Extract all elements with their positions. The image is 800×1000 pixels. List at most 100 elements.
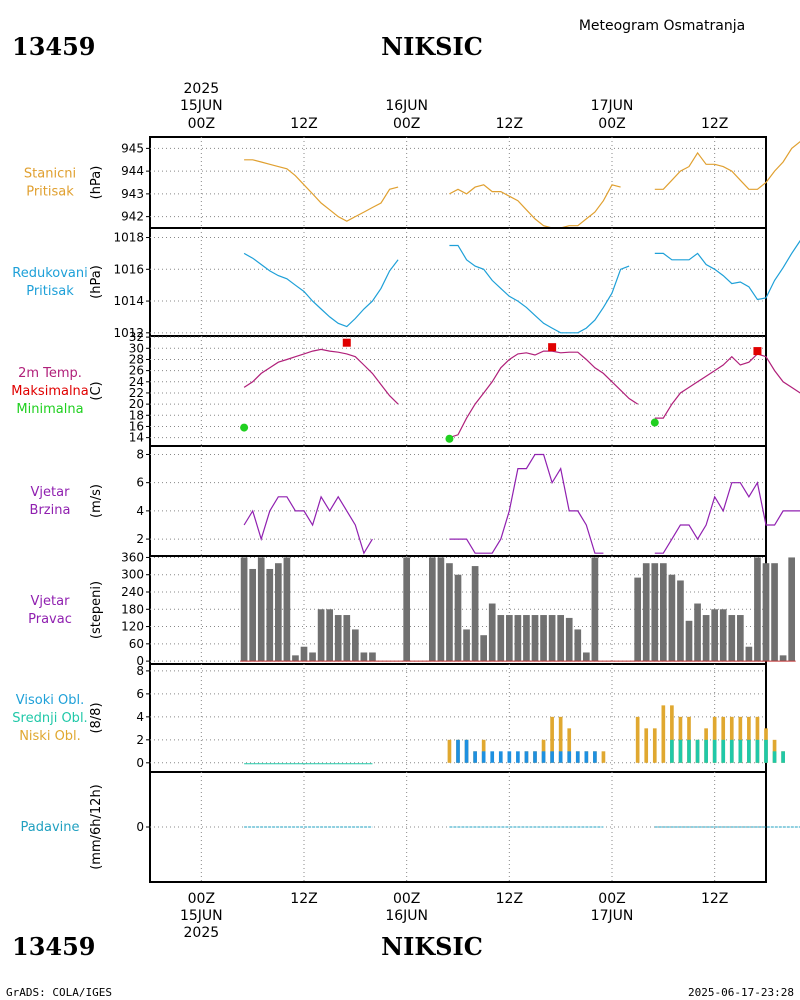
series-bar — [541, 751, 546, 763]
series-line — [654, 481, 800, 554]
series-bar — [505, 615, 513, 662]
y-tick-label: 360 — [121, 550, 144, 564]
station-id-top: 13459 — [12, 32, 96, 61]
min-temp-marker — [240, 423, 249, 432]
series-line — [449, 244, 630, 334]
series-bar — [591, 557, 599, 662]
panel-frame — [149, 227, 767, 337]
series-bar — [772, 751, 777, 763]
series-bar — [755, 739, 760, 763]
series-bar — [719, 609, 727, 662]
panel-label: Vjetar — [31, 594, 71, 609]
y-tick-label: 24 — [129, 375, 144, 389]
top-hour-label: 00Z — [188, 116, 215, 132]
series-bar — [771, 563, 778, 662]
series-bar — [498, 751, 503, 763]
series-bar — [567, 728, 572, 763]
panel-precipitation: 0 (mm/6h/12h) Padavine — [21, 771, 800, 883]
y-tick-label: 26 — [129, 364, 144, 378]
footer-timestamp: 2025-06-17-23:28 — [688, 986, 794, 999]
series-bar — [464, 739, 469, 763]
series-bar — [659, 563, 667, 662]
panel-label: Maksimalna — [11, 384, 89, 399]
series-bar — [762, 563, 770, 662]
series-bar — [523, 615, 530, 662]
series-bar — [481, 751, 486, 763]
station-name-bottom: NIKSIC — [381, 932, 483, 961]
panel-station_pressure: 942 943 944 945 (hPa) Stanicni Pritisak — [24, 136, 800, 229]
unit-label: (stepeni) — [89, 581, 104, 639]
series-bar — [516, 751, 520, 763]
series-bar — [309, 652, 316, 662]
series-bar — [745, 646, 753, 662]
bottom-hour-label: 00Z — [393, 891, 420, 907]
series-bar — [721, 739, 726, 763]
series-bar — [490, 751, 495, 763]
y-tick-label: 30 — [129, 341, 144, 355]
panel-label: Niski Obl. — [19, 729, 81, 744]
y-tick-label: 0 — [136, 654, 144, 668]
series-bar — [480, 635, 488, 662]
series-bar — [351, 629, 359, 662]
series-bar — [541, 739, 546, 763]
series-bar — [540, 615, 547, 662]
panel-wind_speed: 2 4 6 8 (m/s) Vjetar Brzina — [30, 445, 800, 557]
chart-title: Meteogram Osmatranja — [579, 18, 745, 34]
station-name-top: NIKSIC — [381, 32, 483, 61]
bottom-hour-label: 12Z — [496, 891, 523, 907]
series-bar — [360, 652, 368, 662]
panel-label: Visoki Obl. — [16, 693, 84, 708]
series-bar — [652, 728, 657, 763]
y-tick-label: 20 — [129, 397, 144, 411]
series-bar — [582, 652, 590, 662]
max-temp-marker — [753, 347, 762, 356]
unit-label: (C) — [89, 381, 104, 400]
series-line — [243, 252, 399, 328]
bottom-year-label: 2025 — [184, 925, 220, 941]
series-line — [654, 240, 800, 301]
series-bar — [670, 705, 674, 763]
series-line — [243, 348, 399, 405]
station-id-bottom: 13459 — [12, 932, 96, 961]
series-bar — [266, 568, 274, 662]
series-bar — [634, 577, 642, 662]
min-temp-marker — [445, 434, 454, 443]
series-bar — [642, 563, 650, 662]
series-bar — [772, 739, 777, 763]
y-tick-label: 240 — [121, 585, 144, 599]
series-bar — [754, 557, 761, 662]
series-bar — [531, 615, 539, 662]
series-bar — [447, 739, 452, 763]
top-hour-label: 12Z — [290, 116, 317, 132]
y-tick-label: 14 — [129, 431, 144, 445]
series-bar — [550, 751, 554, 763]
series-bar — [764, 739, 768, 763]
min-temp-marker — [650, 418, 659, 427]
series-bar — [300, 646, 308, 662]
y-tick-label: 1014 — [113, 294, 144, 308]
series-line — [654, 353, 800, 419]
top-date-label: 17JUN — [591, 98, 634, 114]
top-hour-label: 12Z — [496, 116, 523, 132]
series-bar — [550, 716, 554, 763]
series-bar — [567, 751, 572, 763]
y-tick-label: 1012 — [113, 326, 144, 340]
series-bar — [601, 751, 606, 763]
panel-label: 2m Temp. — [18, 366, 82, 381]
y-tick-label: 6 — [136, 476, 144, 490]
unit-label: (8/8) — [89, 702, 104, 733]
y-tick-label: 2 — [136, 532, 144, 546]
series-line — [654, 141, 800, 190]
series-bar — [369, 652, 376, 662]
series-bar — [736, 615, 744, 662]
series-bar — [565, 617, 573, 662]
panel-label: Pritisak — [26, 284, 74, 299]
series-bar — [695, 739, 700, 763]
y-tick-label: 22 — [129, 386, 144, 400]
bottom-hour-label: 00Z — [188, 891, 215, 907]
series-bar — [428, 557, 436, 662]
bottom-hour-label: 00Z — [598, 891, 625, 907]
series-bar — [473, 751, 477, 763]
